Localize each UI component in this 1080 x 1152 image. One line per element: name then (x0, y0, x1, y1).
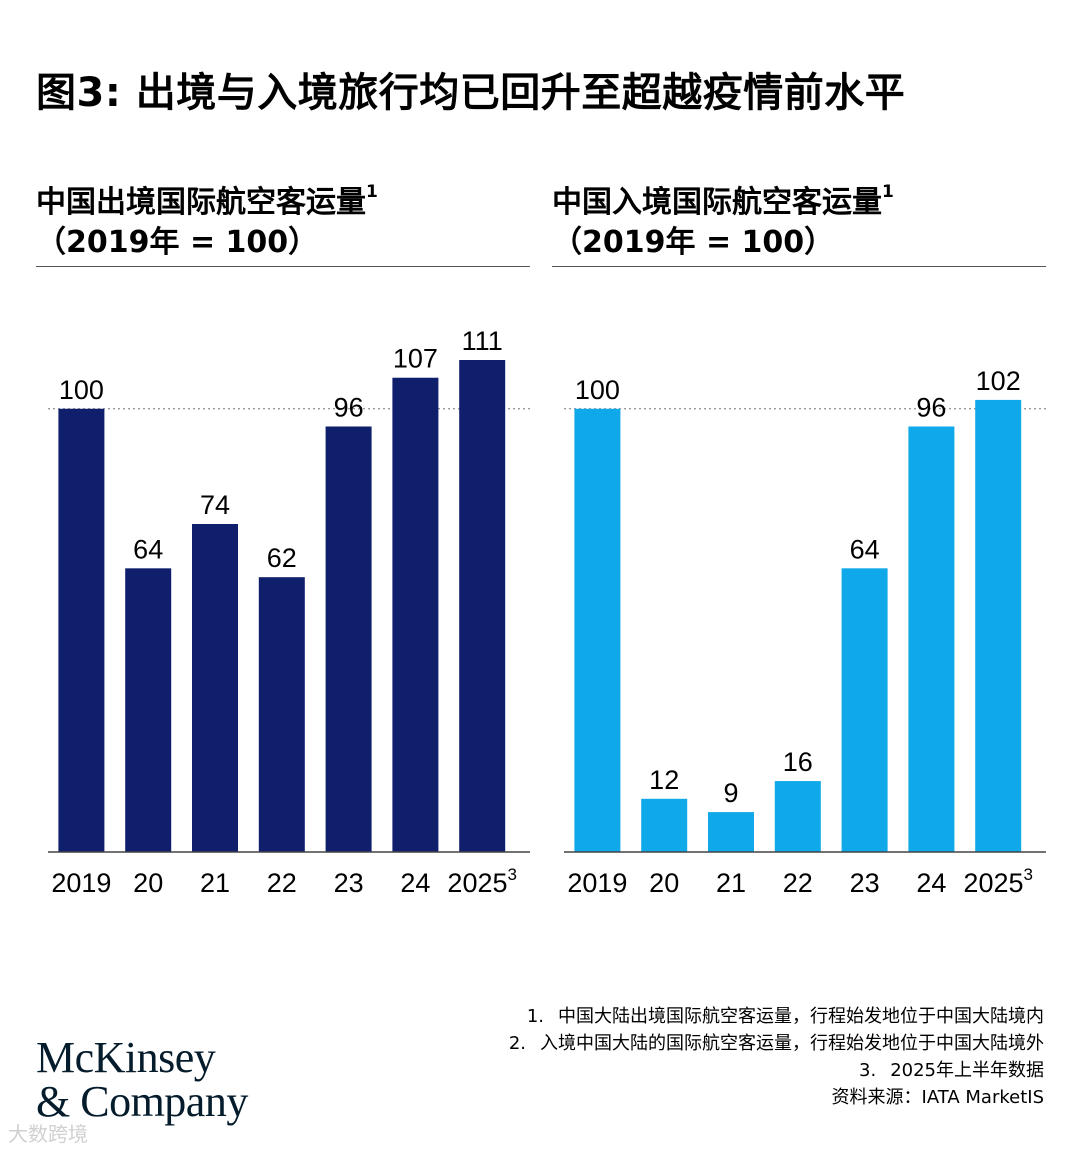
outbound-bar-chart: 100 2019 64 20 74 21 62 22 96 23 107 24 111 20253 (48, 326, 530, 898)
inbound-title-rule (552, 266, 1046, 267)
footnote-1: 1. 中国大陆出境国际航空客运量，行程始发地位于中国大陆境内 (526, 1006, 1044, 1027)
outbound-tick-label-2019: 2019 (51, 868, 111, 898)
outbound-tick-label-23: 23 (334, 868, 364, 898)
source-note: 资料来源：IATA MarketIS (831, 1087, 1044, 1108)
inbound-bar-23 (841, 568, 888, 852)
outbound-data-label-24: 107 (393, 344, 438, 374)
inbound-data-label-20: 12 (649, 765, 679, 795)
inbound-tick-label-2019: 2019 (567, 868, 627, 898)
inbound-data-label-24: 96 (916, 392, 946, 422)
inbound-bar-24 (908, 426, 955, 852)
inbound-tick-label-2025: 20253 (963, 865, 1033, 898)
outbound-tick-label-21: 21 (200, 868, 230, 898)
outbound-data-label-23: 96 (334, 392, 364, 422)
outbound-title-rule (36, 266, 530, 267)
inbound-bar-2019 (574, 408, 621, 852)
outbound-bar-22 (258, 577, 305, 852)
outbound-bar-23 (325, 426, 372, 852)
footnote-3: 3. 2025年上半年数据 (859, 1060, 1044, 1081)
watermark-text: 大数跨境 (8, 1122, 88, 1146)
footnotes: 1. 中国大陆出境国际航空客运量，行程始发地位于中国大陆境内 2. 入境中国大陆的国… (509, 1003, 1044, 1111)
outbound-bar-24 (392, 377, 439, 852)
inbound-bar-22 (774, 781, 821, 852)
inbound-bar-20 (641, 798, 688, 852)
inbound-chart-title: 中国入境国际航空客运量1 (552, 182, 894, 220)
outbound-data-label-22: 62 (267, 543, 297, 573)
inbound-data-label-23: 64 (850, 534, 880, 564)
outbound-tick-label-22: 22 (267, 868, 297, 898)
inbound-data-label-22: 16 (783, 747, 813, 777)
outbound-tick-label-20: 20 (133, 868, 163, 898)
outbound-chart-subtitle: （2019年 = 100） (36, 225, 319, 260)
inbound-bar-2025 (975, 399, 1022, 852)
outbound-data-label-21: 74 (200, 490, 230, 520)
inbound-tick-label-21: 21 (716, 868, 746, 898)
mckinsey-logo: McKinsey & Company (36, 1033, 248, 1126)
outbound-bar-21 (192, 524, 238, 852)
outbound-tick-label-24: 24 (400, 868, 430, 898)
footnote-2: 2. 入境中国大陆的国际航空客运量，行程始发地位于中国大陆境外 (508, 1033, 1044, 1054)
outbound-chart-panel: 中国出境国际航空客运量1 （2019年 = 100） 100 2019 64 20 74… (36, 172, 530, 912)
outbound-bar-2025 (459, 360, 506, 852)
inbound-tick-label-20: 20 (649, 868, 679, 898)
outbound-data-label-2025: 111 (462, 326, 503, 356)
inbound-data-label-21: 9 (723, 778, 738, 808)
inbound-bar-21 (708, 812, 754, 852)
outbound-chart-title: 中国出境国际航空客运量1 (36, 182, 378, 220)
outbound-data-label-2019: 100 (59, 375, 104, 405)
figure-title: 图3: 出境与入境旅行均已回升至超越疫情前水平 (36, 70, 906, 116)
inbound-data-label-2025: 102 (976, 366, 1021, 396)
inbound-chart-subtitle: （2019年 = 100） (552, 225, 835, 260)
outbound-bar-2019 (58, 408, 105, 852)
inbound-tick-label-23: 23 (850, 868, 880, 898)
outbound-data-label-20: 64 (133, 534, 163, 564)
inbound-data-label-2019: 100 (575, 375, 620, 405)
inbound-bar-chart: 100 2019 12 20 9 21 16 22 64 23 96 24 102 20253 (564, 366, 1046, 898)
inbound-tick-label-22: 22 (783, 868, 813, 898)
outbound-tick-label-2025: 20253 (447, 865, 517, 898)
outbound-bar-20 (125, 568, 172, 852)
inbound-chart-panel: 中国入境国际航空客运量1 （2019年 = 100） 100 2019 12 20 9 2… (552, 172, 1046, 912)
inbound-tick-label-24: 24 (916, 868, 946, 898)
